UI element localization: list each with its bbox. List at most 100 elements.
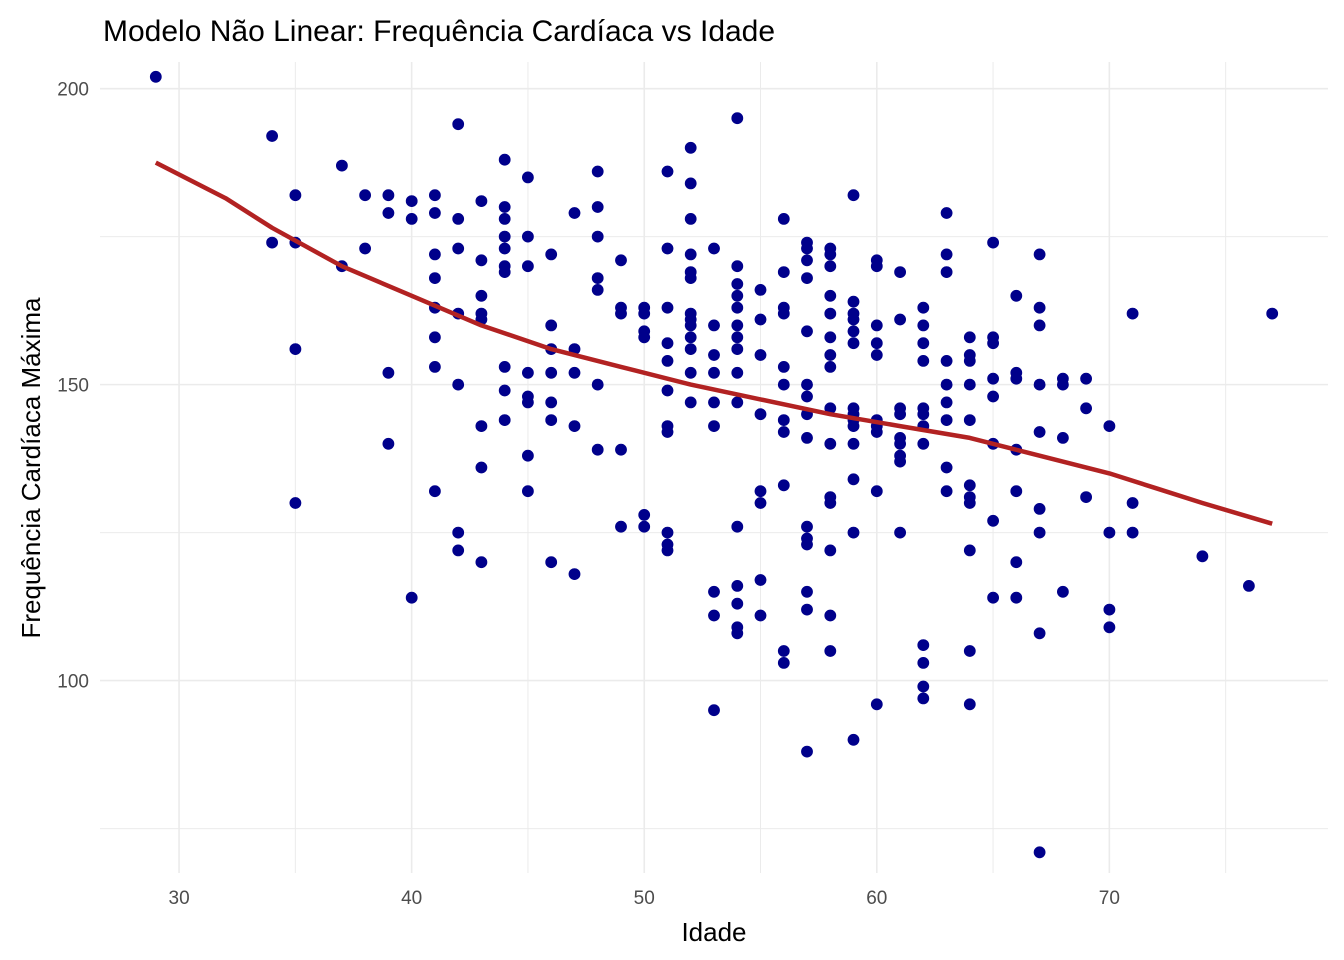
data-point xyxy=(615,307,627,320)
data-point xyxy=(266,236,278,249)
data-point xyxy=(452,526,465,539)
data-point xyxy=(684,343,697,355)
data-point xyxy=(684,396,697,409)
data-point xyxy=(661,384,674,397)
data-point xyxy=(498,384,511,397)
data-point xyxy=(917,408,930,421)
data-point xyxy=(777,360,790,373)
data-point xyxy=(894,313,906,326)
data-point xyxy=(847,473,860,486)
data-point xyxy=(824,307,837,320)
data-point xyxy=(987,372,999,385)
data-point xyxy=(545,319,558,332)
data-point xyxy=(1010,556,1023,569)
data-point xyxy=(940,207,953,219)
data-point xyxy=(545,556,558,569)
data-point xyxy=(405,195,418,207)
data-point xyxy=(1033,378,1046,391)
data-point xyxy=(522,396,534,409)
data-point xyxy=(1033,846,1046,859)
data-point xyxy=(1033,502,1046,515)
data-point xyxy=(870,485,883,498)
data-point xyxy=(801,585,813,598)
data-point xyxy=(1103,420,1116,432)
data-point xyxy=(708,585,720,598)
data-point xyxy=(777,414,790,426)
data-points xyxy=(149,70,1279,859)
data-point xyxy=(963,645,976,657)
data-point xyxy=(731,301,744,314)
data-point xyxy=(359,242,371,255)
data-point xyxy=(591,165,604,178)
data-point xyxy=(1010,289,1023,302)
data-point xyxy=(940,485,953,498)
data-point xyxy=(847,437,860,450)
data-point xyxy=(731,278,744,290)
data-point xyxy=(917,301,930,314)
x-tick-label: 70 xyxy=(1099,888,1120,909)
data-point xyxy=(661,337,674,350)
data-point xyxy=(754,609,767,622)
data-point xyxy=(754,497,767,509)
data-point xyxy=(963,331,976,344)
data-point xyxy=(498,230,511,243)
data-point xyxy=(1033,426,1046,438)
data-point xyxy=(1033,627,1046,640)
data-point xyxy=(847,420,860,432)
data-point xyxy=(777,378,790,391)
data-point xyxy=(917,639,930,651)
data-point xyxy=(1103,526,1116,539)
data-point xyxy=(545,396,558,409)
data-point xyxy=(382,366,395,379)
data-point xyxy=(522,366,534,379)
data-point xyxy=(731,112,744,125)
data-point xyxy=(940,414,953,426)
data-point xyxy=(1266,307,1279,320)
data-point xyxy=(1103,621,1116,634)
fitted-curve-layer xyxy=(154,160,1273,526)
data-point xyxy=(708,420,720,432)
data-point xyxy=(498,242,511,255)
data-point xyxy=(963,378,976,391)
data-point xyxy=(1010,485,1023,498)
data-point xyxy=(824,289,837,302)
data-point xyxy=(940,354,953,367)
data-point xyxy=(963,479,976,492)
data-point xyxy=(382,437,395,450)
data-point xyxy=(289,497,302,509)
data-point xyxy=(1057,378,1069,391)
data-point xyxy=(1243,580,1255,592)
data-point xyxy=(545,414,558,426)
data-point xyxy=(545,366,558,379)
data-point xyxy=(870,337,883,350)
data-point xyxy=(917,354,930,367)
data-point xyxy=(1010,591,1023,604)
data-point xyxy=(731,520,744,533)
chart-title: Modelo Não Linear: Frequência Cardíaca v… xyxy=(103,15,775,48)
data-point xyxy=(428,485,441,498)
data-point xyxy=(870,349,883,361)
data-point xyxy=(824,248,837,261)
x-tick-label: 30 xyxy=(169,888,190,909)
data-point xyxy=(638,509,651,521)
data-point xyxy=(801,538,813,551)
data-point xyxy=(522,230,534,243)
data-point xyxy=(661,526,674,539)
data-point xyxy=(801,325,813,338)
data-point xyxy=(266,130,278,142)
data-point xyxy=(568,207,581,219)
data-point xyxy=(661,426,674,438)
data-point xyxy=(428,360,441,373)
data-point xyxy=(754,485,767,498)
data-point xyxy=(917,319,930,332)
data-point xyxy=(405,212,418,225)
data-point xyxy=(1057,431,1069,444)
data-point xyxy=(731,597,744,610)
data-point xyxy=(1080,402,1092,415)
data-point xyxy=(568,366,581,379)
data-point xyxy=(894,266,906,278)
data-point xyxy=(475,420,488,432)
data-point xyxy=(708,704,720,717)
data-point xyxy=(731,343,744,355)
